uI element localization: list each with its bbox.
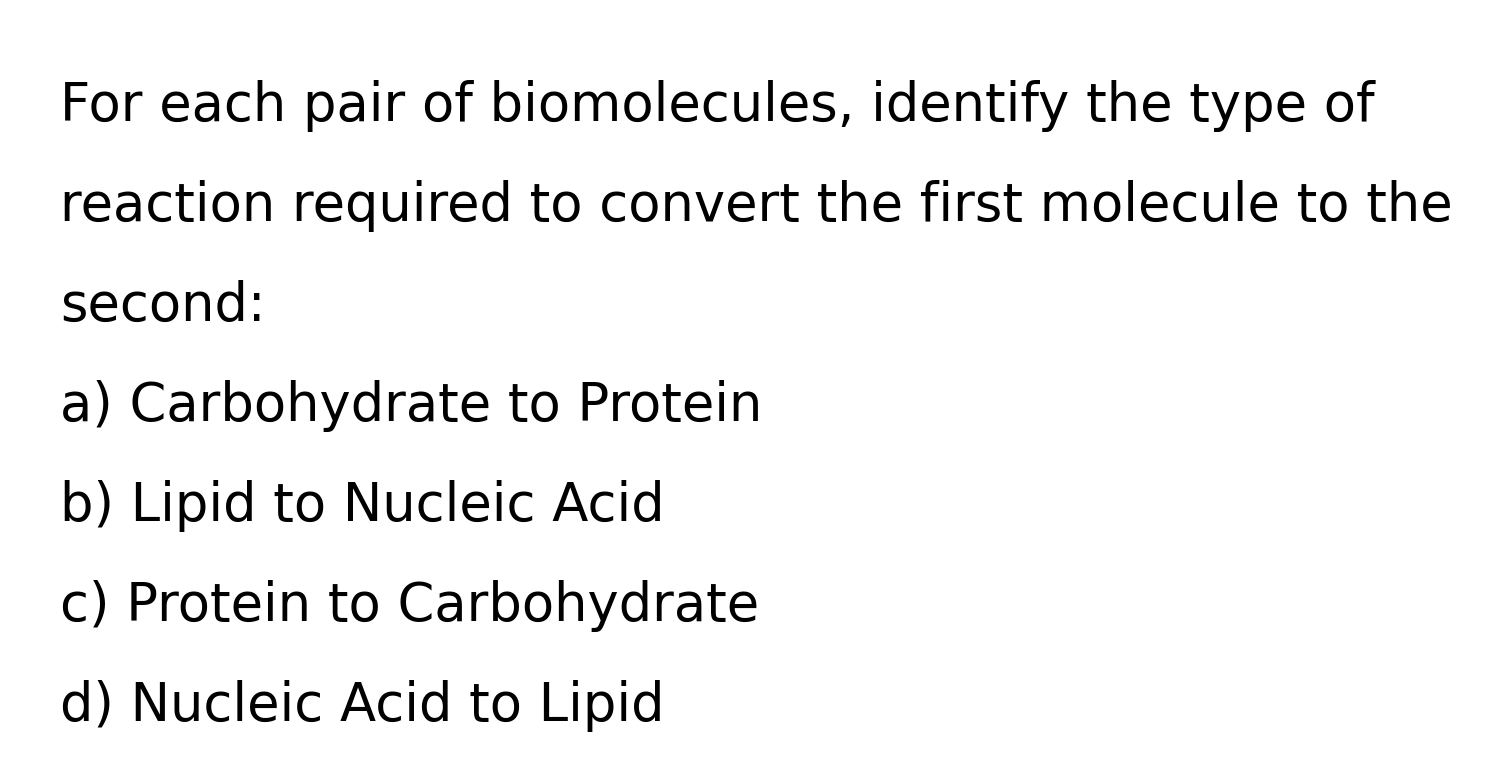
Text: c) Protein to Carbohydrate: c) Protein to Carbohydrate [60,580,759,632]
Text: a) Carbohydrate to Protein: a) Carbohydrate to Protein [60,380,762,432]
Text: b) Lipid to Nucleic Acid: b) Lipid to Nucleic Acid [60,480,664,532]
Text: For each pair of biomolecules, identify the type of: For each pair of biomolecules, identify … [60,80,1374,132]
Text: d) Nucleic Acid to Lipid: d) Nucleic Acid to Lipid [60,680,664,732]
Text: second:: second: [60,280,266,332]
Text: reaction required to convert the first molecule to the: reaction required to convert the first m… [60,180,1452,232]
